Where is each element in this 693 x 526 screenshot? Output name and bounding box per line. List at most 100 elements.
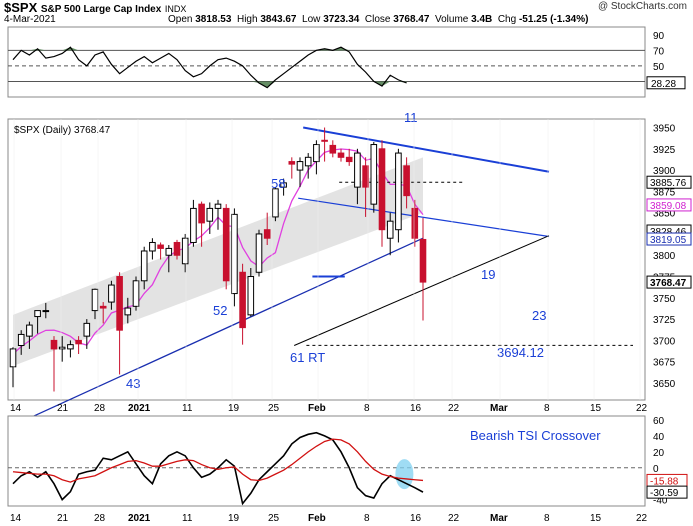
price-panel-label: $SPX (Daily) 3768.47	[14, 125, 111, 136]
candle-body-6	[58, 346, 66, 350]
candle-body-35	[296, 161, 304, 171]
candle-body-17	[149, 241, 156, 252]
price-panel-frame	[7, 118, 646, 401]
candle-body-24	[206, 207, 214, 222]
tsi-annotation: Bearish TSI Crossover	[470, 428, 601, 443]
price-tick-3650: 3650	[653, 379, 676, 390]
price-tick-3900: 3900	[653, 166, 676, 177]
slow-moving-average	[12, 237, 424, 427]
tsi-xtick-4: 11	[182, 513, 193, 524]
price-tick-3675: 3675	[653, 358, 676, 369]
tsi-series-line-1	[12, 438, 424, 483]
price-tick-3850: 3850	[653, 209, 676, 220]
candle-body-37	[313, 144, 320, 163]
candle-body-41	[345, 156, 353, 163]
price-xtick-11: Mar	[490, 403, 508, 414]
candle-body-31	[263, 229, 271, 239]
price-xtick-14: 22	[636, 403, 648, 414]
candle-body-7	[67, 344, 74, 350]
tsi-xtick-8: 8	[364, 513, 370, 524]
tsi-tick-60: 60	[653, 416, 665, 427]
tsi-tag-0: -15.88	[650, 476, 679, 487]
price-tag-1: 3859.08	[650, 201, 687, 212]
tsi-xtick-11: Mar	[490, 513, 508, 524]
price-xtick-12: 8	[544, 403, 550, 414]
tsi-xtick-12: 8	[544, 513, 550, 524]
candle-body-4	[42, 310, 50, 313]
tsi-panel-frame	[7, 415, 646, 507]
price-tag-box-1	[646, 198, 692, 212]
tsi-tick-20: 20	[653, 448, 665, 459]
oscillator-line	[12, 46, 407, 89]
tsi-tag-1: -30.59	[650, 488, 679, 499]
oscillator-tick-50: 50	[653, 62, 665, 73]
candle-body-43	[362, 165, 369, 188]
tsi-tick--40: -40	[653, 496, 668, 507]
symbol-title: $SPX S&P 500 Large Cap Index INDX	[4, 0, 187, 15]
price-xtick-2: 28	[94, 403, 106, 414]
tsi-xtick-2: 28	[94, 513, 106, 524]
price-xtick-10: 22	[448, 403, 460, 414]
candle-body-1	[17, 333, 25, 347]
candle-body-47	[395, 152, 402, 231]
tsi-xtick-13: 15	[590, 513, 602, 524]
candle-body-32	[272, 188, 279, 218]
wedge-upper-guide	[298, 197, 550, 238]
price-tick-3725: 3725	[653, 315, 676, 326]
candle-body-18	[157, 244, 164, 249]
candle-body-9	[83, 322, 91, 337]
candle-body-15	[132, 280, 140, 307]
tsi-xtick-5: 19	[228, 513, 240, 524]
price-xtick-6: 25	[268, 403, 280, 414]
candle-body-22	[190, 207, 197, 243]
price-xtick-13: 15	[590, 403, 602, 414]
support-trendline	[294, 235, 550, 346]
oscillator-tick-70: 70	[653, 46, 665, 57]
candle-body-19	[165, 247, 173, 256]
tsi-series-line-0	[12, 431, 424, 506]
price-annotation-3: 43	[126, 376, 140, 391]
candle-body-16	[140, 250, 148, 282]
price-xtick-8: 8	[364, 403, 370, 414]
candle-body-12	[108, 284, 115, 303]
price-tick-3800: 3800	[653, 251, 676, 262]
tsi-xtick-0: 14	[10, 513, 22, 524]
price-xtick-7: Feb	[308, 403, 326, 414]
tsi-xtick-6: 25	[268, 513, 280, 524]
oscillator-tick-90: 90	[653, 31, 665, 42]
candle-body-33	[280, 182, 287, 188]
price-annotation-7: 3694.12	[497, 345, 544, 360]
candle-body-26	[222, 207, 230, 282]
price-tag-2: 3828.46	[650, 227, 687, 238]
price-tag-box-3	[646, 232, 692, 246]
price-tick-3925: 3925	[653, 145, 676, 156]
candle-body-29	[247, 276, 255, 316]
price-tag-4: 3768.47	[650, 278, 687, 289]
ohlc-readout: Open 3818.53 High 3843.67 Low 3723.34 Cl…	[168, 14, 589, 25]
candle-body-38	[321, 139, 328, 142]
price-xtick-4: 11	[182, 403, 193, 414]
candle-body-48	[403, 165, 410, 197]
price-tick-3875: 3875	[653, 187, 676, 198]
price-annotation-4: 61 RT	[290, 350, 325, 365]
candle-body-3	[34, 310, 41, 318]
price-annotation-1: 58	[271, 176, 285, 191]
price-tick-3750: 3750	[653, 294, 676, 305]
price-xtick-9: 16	[410, 403, 422, 414]
price-tag-box-4	[646, 275, 692, 289]
candle-body-45	[378, 148, 386, 231]
candle-body-49	[411, 207, 419, 239]
candle-body-50	[419, 238, 427, 283]
oscillator-value-tag-box	[646, 76, 686, 90]
tsi-tick-40: 40	[653, 432, 665, 443]
price-xtick-0: 14	[10, 403, 22, 414]
tsi-tag-box-1	[646, 485, 688, 499]
candle-body-10	[91, 288, 99, 312]
candle-body-40	[337, 152, 345, 158]
candle-body-42	[354, 152, 361, 188]
oscillator-panel-frame	[7, 26, 646, 98]
candle-body-34	[288, 161, 296, 165]
candle-body-39	[329, 144, 337, 154]
price-annotation-2: 52	[213, 303, 227, 318]
